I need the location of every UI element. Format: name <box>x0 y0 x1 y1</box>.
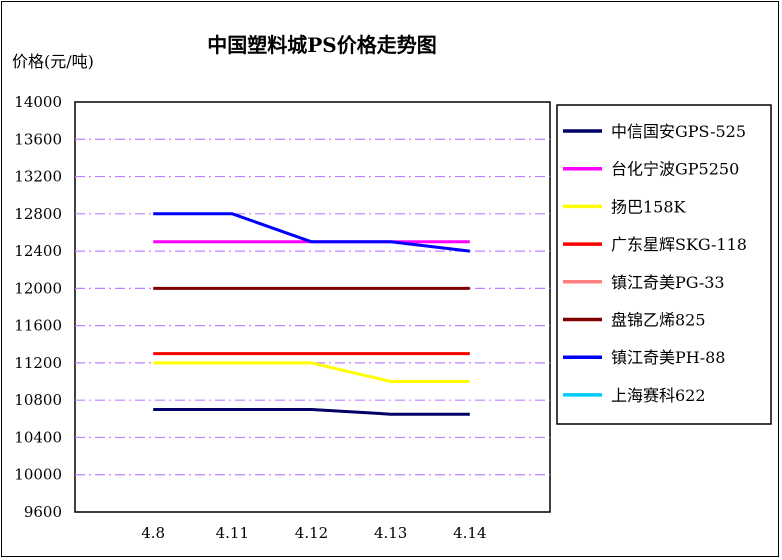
y-tick-labels: 9600 10000 10400 10800 11200 11600 12000 12400 1… <box>14 93 62 521</box>
x-tick-label: 4.8 <box>141 524 165 542</box>
y-tick-label: 11200 <box>14 354 62 372</box>
x-tick-labels: 4.8 4.11 4.12 4.13 4.14 <box>141 524 486 542</box>
legend-label: 中信国安GPS-525 <box>611 122 746 141</box>
legend-label: 盘锦乙烯825 <box>611 311 706 330</box>
y-tick-label: 11600 <box>14 317 62 335</box>
legend-entries: 中信国安GPS-525 台化宁波GP5250 扬巴158K 广东星辉SKG-118 镇江… <box>563 122 747 405</box>
y-axis-label: 价格(元/吨) <box>12 52 94 71</box>
y-tick-label: 13200 <box>14 168 62 186</box>
x-tick-label: 4.11 <box>216 524 249 542</box>
x-tick-label: 4.14 <box>453 524 486 542</box>
legend-label: 上海赛科622 <box>611 386 706 405</box>
legend-label: 镇江奇美PH-88 <box>611 348 726 367</box>
legend <box>556 104 772 425</box>
y-tick-label: 12400 <box>14 242 62 260</box>
series-line-0 <box>153 408 470 416</box>
x-tick-label: 4.13 <box>374 524 407 542</box>
y-tick-label: 10800 <box>14 391 62 409</box>
gridlines <box>75 138 550 476</box>
y-tick-label: 10400 <box>14 428 62 446</box>
y-tick-label: 13600 <box>14 130 62 148</box>
legend-label: 镇江奇美PG-33 <box>611 273 725 292</box>
legend-label: 广东星辉SKG-118 <box>611 235 747 254</box>
legend-label: 台化宁波GP5250 <box>611 160 739 179</box>
series-lines <box>153 212 470 416</box>
y-tick-label: 9600 <box>24 503 62 521</box>
chart-title: 中国塑料城PS价格走势图 <box>207 33 436 57</box>
y-tick-label: 10000 <box>14 466 62 484</box>
y-tick-label: 14000 <box>14 93 62 111</box>
y-tick-label: 12800 <box>14 205 62 223</box>
y-tick-label: 12000 <box>14 279 62 297</box>
series-line-2 <box>153 361 470 383</box>
series-line-6 <box>153 212 470 253</box>
x-tick-label: 4.12 <box>295 524 328 542</box>
legend-label: 扬巴158K <box>611 197 687 216</box>
plot-area <box>74 101 551 513</box>
